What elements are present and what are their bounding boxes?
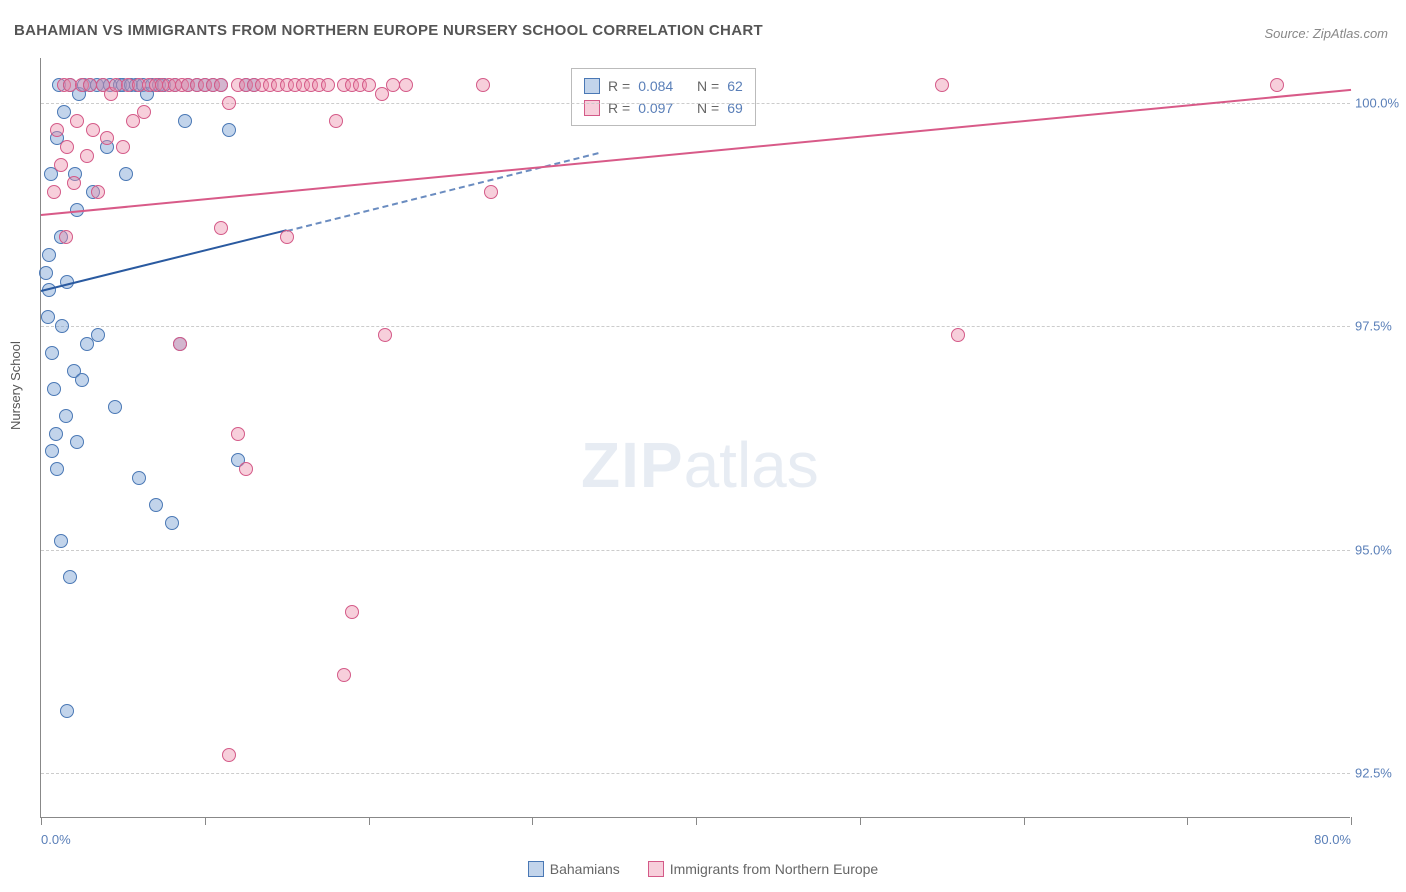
gridline-h — [41, 773, 1350, 774]
correlation-legend: R = 0.084 N = 62 R = 0.097 N = 69 — [571, 68, 756, 126]
data-point — [86, 123, 100, 137]
data-point — [222, 123, 236, 137]
trend-line — [41, 230, 287, 293]
x-tick — [860, 817, 861, 825]
x-tick — [205, 817, 206, 825]
trend-line — [286, 152, 598, 232]
data-point — [59, 230, 73, 244]
swatch-bahamians — [584, 78, 600, 94]
y-tick-label: 100.0% — [1355, 95, 1406, 110]
x-tick — [41, 817, 42, 825]
data-point — [321, 78, 335, 92]
x-tick — [696, 817, 697, 825]
data-point — [60, 140, 74, 154]
legend-row-immigrants: R = 0.097 N = 69 — [584, 97, 743, 119]
data-point — [50, 462, 64, 476]
data-point — [1270, 78, 1284, 92]
gridline-h — [41, 103, 1350, 104]
data-point — [935, 78, 949, 92]
x-tick — [1024, 817, 1025, 825]
data-point — [239, 462, 253, 476]
bottom-legend: Bahamians Immigrants from Northern Europ… — [0, 861, 1406, 880]
data-point — [119, 167, 133, 181]
data-point — [345, 605, 359, 619]
x-tick-label: 0.0% — [41, 832, 71, 847]
legend-row-bahamians: R = 0.084 N = 62 — [584, 75, 743, 97]
y-tick-label: 95.0% — [1355, 542, 1406, 557]
data-point — [75, 373, 89, 387]
data-point — [42, 248, 56, 262]
data-point — [41, 310, 55, 324]
data-point — [91, 328, 105, 342]
data-point — [49, 427, 63, 441]
data-point — [378, 328, 392, 342]
x-tick-label: 80.0% — [1314, 832, 1351, 847]
data-point — [476, 78, 490, 92]
bottom-legend-immigrants: Immigrants from Northern Europe — [648, 861, 879, 877]
gridline-h — [41, 550, 1350, 551]
y-tick-label: 97.5% — [1355, 319, 1406, 334]
source-attribution: Source: ZipAtlas.com — [1264, 26, 1388, 41]
data-point — [60, 704, 74, 718]
data-point — [214, 221, 228, 235]
data-point — [54, 534, 68, 548]
x-tick — [1187, 817, 1188, 825]
data-point — [83, 78, 97, 92]
data-point — [91, 185, 105, 199]
swatch-immigrants-bottom — [648, 861, 664, 877]
data-point — [100, 131, 114, 145]
data-point — [57, 105, 71, 119]
data-point — [39, 266, 53, 280]
data-point — [386, 78, 400, 92]
chart-title: BAHAMIAN VS IMMIGRANTS FROM NORTHERN EUR… — [14, 22, 763, 39]
data-point — [116, 140, 130, 154]
data-point — [329, 114, 343, 128]
data-point — [45, 444, 59, 458]
x-tick — [532, 817, 533, 825]
data-point — [59, 409, 73, 423]
swatch-bahamians-bottom — [528, 861, 544, 877]
bottom-legend-bahamians: Bahamians — [528, 861, 620, 877]
x-tick — [369, 817, 370, 825]
data-point — [47, 185, 61, 199]
data-point — [214, 78, 228, 92]
data-point — [70, 435, 84, 449]
data-point — [231, 427, 245, 441]
data-point — [484, 185, 498, 199]
watermark-text: ZIPatlas — [581, 428, 819, 502]
data-point — [67, 176, 81, 190]
data-point — [45, 346, 59, 360]
data-point — [222, 748, 236, 762]
data-point — [55, 319, 69, 333]
data-point — [47, 382, 61, 396]
data-point — [951, 328, 965, 342]
y-axis-title: Nursery School — [8, 341, 23, 430]
data-point — [137, 105, 151, 119]
data-point — [149, 498, 163, 512]
data-point — [132, 471, 146, 485]
data-point — [173, 337, 187, 351]
y-tick-label: 92.5% — [1355, 766, 1406, 781]
gridline-h — [41, 326, 1350, 327]
scatter-plot-area: ZIPatlas R = 0.084 N = 62 R = 0.097 N = … — [40, 58, 1350, 818]
x-tick — [1351, 817, 1352, 825]
data-point — [165, 516, 179, 530]
data-point — [54, 158, 68, 172]
data-point — [399, 78, 413, 92]
data-point — [362, 78, 376, 92]
data-point — [50, 123, 64, 137]
data-point — [280, 230, 294, 244]
data-point — [108, 400, 122, 414]
data-point — [70, 114, 84, 128]
data-point — [337, 668, 351, 682]
data-point — [222, 96, 236, 110]
data-point — [80, 149, 94, 163]
data-point — [63, 570, 77, 584]
data-point — [178, 114, 192, 128]
